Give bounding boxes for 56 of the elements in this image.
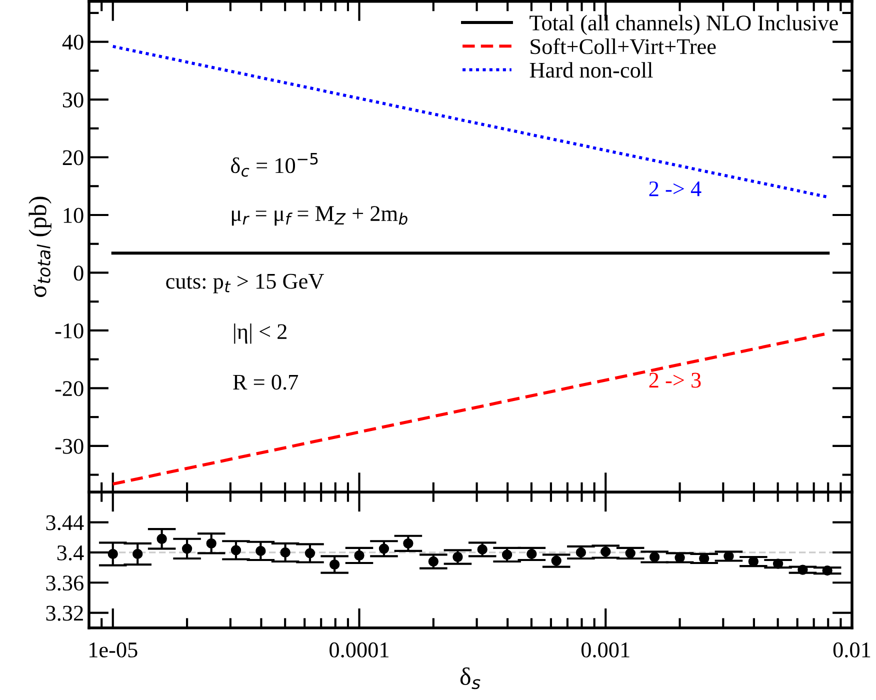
point [600, 546, 611, 557]
y-tick-label: 10 [64, 208, 84, 223]
annotation: μ$_{r}$ = μ$_{f}$ = M$_{Z}$ + 2m$_{b}$ [232, 206, 408, 226]
legend-label: Hard non-coll [530, 62, 653, 78]
point [230, 545, 242, 556]
point [551, 556, 562, 566]
x-tick-label: 1e-05 [90, 642, 138, 658]
point [280, 547, 290, 558]
y-tick-label: 3.44 [46, 515, 84, 530]
x-axis-title: δ$_{s}$ [460, 667, 480, 690]
point [378, 544, 390, 554]
x-tick-label: 0.01 [833, 642, 870, 658]
annotation: cuts: p$_{t}$ > 15 GeV [166, 274, 324, 294]
y-tick-label: -10 [55, 323, 84, 338]
point [403, 538, 414, 548]
point [329, 559, 340, 570]
point [206, 538, 216, 548]
annotation: 2 -> 3 [649, 372, 701, 388]
point [649, 552, 660, 562]
point [502, 550, 512, 560]
x-tick-label: 0.001 [581, 642, 630, 658]
y-tick-label: 30 [62, 92, 84, 108]
point [477, 544, 488, 555]
point [354, 550, 364, 561]
point [452, 552, 463, 562]
y-tick-label: -20 [55, 381, 84, 396]
y-tick-label: 3.36 [46, 576, 84, 591]
y-axis-title: σ$_{total}$ (pb) [28, 196, 52, 298]
point [674, 552, 685, 563]
legend-label: Total (all channels) NLO Inclusive [530, 14, 838, 36]
annotation: δ$_{c}$ = 10$^{−5}$ [230, 153, 318, 177]
point [304, 548, 316, 558]
y-tick-label: 3.32 [46, 606, 83, 621]
legend-label: Soft+Coll+Virt+Tree [530, 38, 716, 54]
point [625, 548, 636, 558]
point [256, 546, 266, 556]
point [108, 548, 118, 560]
point [526, 548, 537, 560]
y-tick-label: 20 [62, 150, 84, 166]
annotation: |η| < 2 [234, 323, 286, 344]
x-tick-label: 0.0001 [330, 642, 388, 658]
point [156, 534, 167, 544]
y-tick-label: -30 [55, 438, 84, 454]
point [132, 548, 143, 560]
y-tick-label: 3.4 [57, 545, 84, 560]
point [182, 544, 192, 554]
point [798, 564, 808, 575]
point [576, 547, 586, 558]
y-tick-label: 0 [74, 266, 84, 281]
annotation: 2 -> 4 [649, 181, 702, 196]
point [822, 565, 832, 576]
point [428, 556, 439, 567]
annotation: R = 0.7 [233, 374, 298, 390]
y-tick-label: 40 [62, 34, 84, 50]
point [772, 558, 784, 569]
point [724, 551, 734, 562]
